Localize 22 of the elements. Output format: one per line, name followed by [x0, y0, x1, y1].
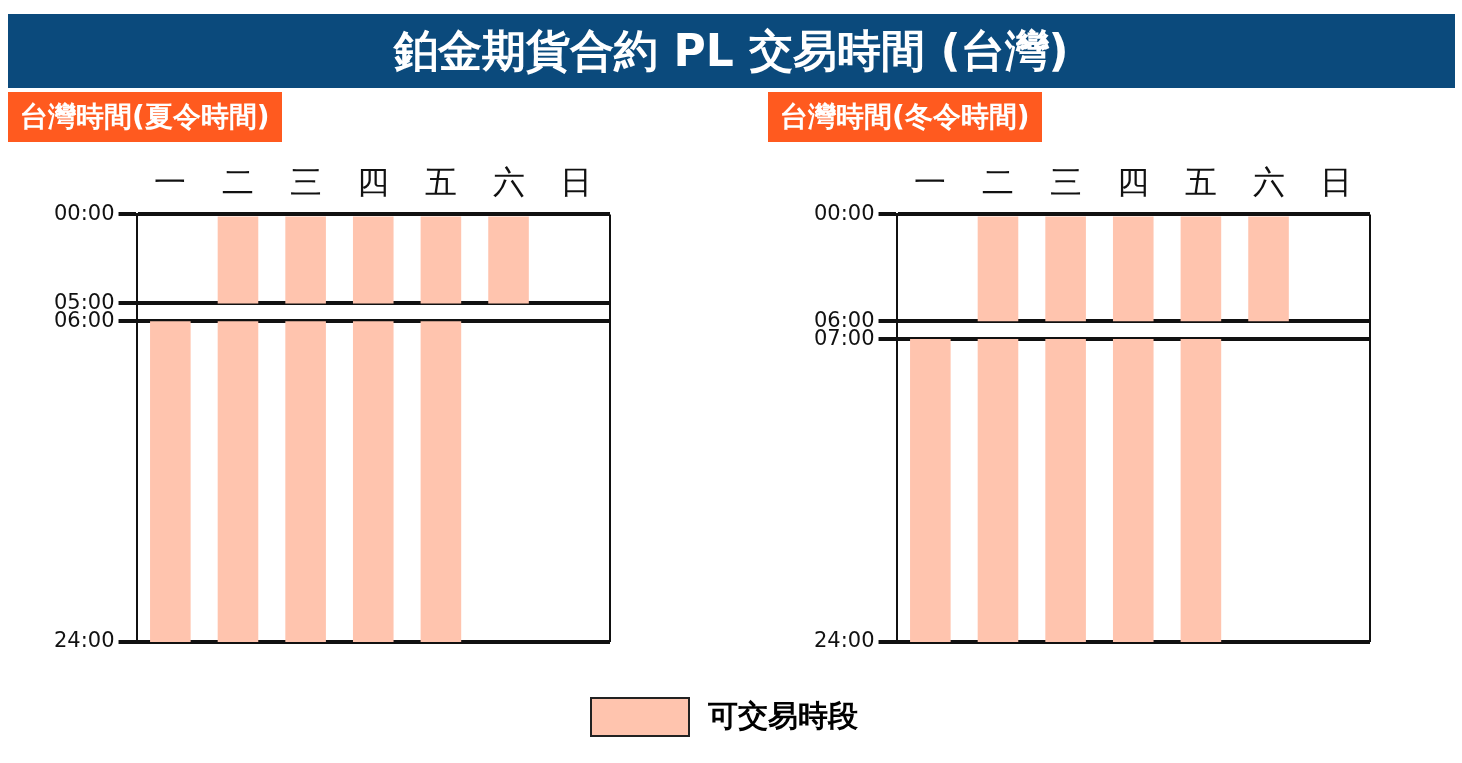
- x-tick-label: 三: [289, 162, 322, 201]
- y-tick-label: 00:00: [813, 200, 875, 225]
- x-tick-label: 五: [1184, 162, 1217, 201]
- x-tick-label: 一: [914, 162, 947, 201]
- x-tick-label: 一: [154, 162, 187, 201]
- x-tick-label: 四: [1117, 162, 1150, 201]
- chart-subtitle: 台灣時間(冬令時間): [768, 92, 1042, 142]
- chart-subtitle: 台灣時間(夏令時間): [8, 92, 282, 142]
- y-tick-label: 24:00: [53, 628, 115, 653]
- legend-label: 可交易時段: [708, 697, 858, 735]
- x-tick-label: 日: [560, 162, 593, 201]
- x-tick-label: 四: [357, 162, 390, 201]
- text: 鉑金期貨合約 PL 交易時間 (台灣): [8, 14, 1455, 88]
- x-tick-label: 二: [221, 162, 254, 201]
- y-tick-label: 24:00: [813, 628, 875, 653]
- x-tick-label: 二: [981, 162, 1014, 201]
- x-tick-label: 日: [1320, 162, 1353, 201]
- x-tick-label: 五: [424, 162, 457, 201]
- x-tick-label: 三: [1049, 162, 1082, 201]
- x-tick-label: 六: [1252, 162, 1285, 201]
- y-tick-label: 00:00: [53, 200, 115, 225]
- x-tick-label: 六: [492, 162, 525, 201]
